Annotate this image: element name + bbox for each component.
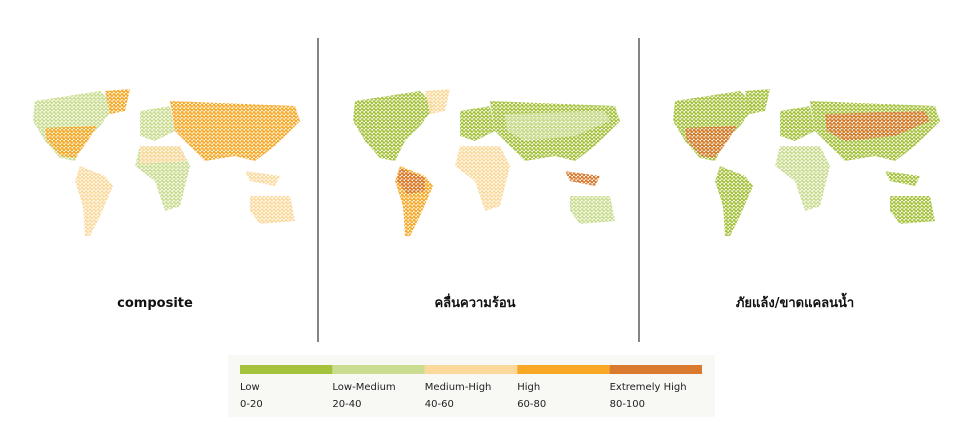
region: [140, 106, 175, 141]
legend-swatch: [424, 365, 518, 374]
region: [775, 146, 830, 211]
region: [45, 126, 97, 158]
legend-name: Medium-High: [425, 382, 492, 393]
world-map: [673, 89, 940, 236]
region: [885, 171, 920, 186]
region: [397, 168, 425, 194]
region: [353, 91, 435, 161]
region: [455, 146, 510, 211]
region: [105, 89, 130, 114]
legend-swatch: [517, 365, 610, 374]
region: [75, 166, 113, 236]
legend-name: Extremely High: [610, 382, 687, 393]
region: [780, 106, 815, 141]
legend-swatch: [332, 365, 425, 374]
region: [245, 171, 280, 186]
region: [570, 196, 615, 224]
world-map: [33, 89, 300, 236]
region: [685, 126, 737, 158]
legend-range: 40-60: [425, 399, 454, 410]
legend-name: Low: [240, 382, 260, 393]
region: [825, 111, 930, 141]
region: [140, 146, 187, 164]
legend-swatch: [240, 365, 333, 374]
world-map: [353, 89, 620, 236]
region: [250, 196, 295, 224]
region: [170, 101, 300, 161]
panel-label: คลื่นความร้อน: [434, 293, 515, 311]
panel-label: ภัยแล้ง/ขาดแคลนน้ำ: [736, 292, 854, 311]
legend-name: Low-Medium: [332, 382, 395, 393]
region: [460, 106, 495, 141]
region: [745, 89, 770, 114]
panel-label: composite: [117, 296, 193, 311]
region: [505, 111, 610, 141]
region: [425, 89, 450, 114]
region: [715, 166, 753, 236]
legend-range: 80-100: [610, 399, 645, 410]
legend-range: 0-20: [240, 399, 263, 410]
legend-name: High: [517, 382, 540, 393]
legend-range: 60-80: [517, 399, 546, 410]
legend-range: 20-40: [332, 399, 361, 410]
region: [890, 196, 935, 224]
region: [565, 171, 600, 186]
legend-swatch: [609, 365, 702, 374]
